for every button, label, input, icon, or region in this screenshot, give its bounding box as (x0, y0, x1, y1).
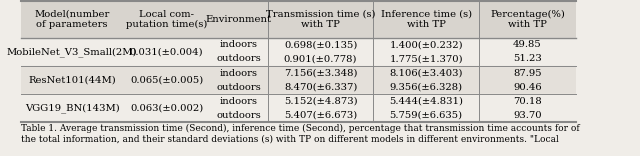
Text: 5.407(±6.673): 5.407(±6.673) (284, 111, 357, 120)
Text: Percentage(%)
with TP: Percentage(%) with TP (490, 10, 565, 29)
Bar (20, 38, 576, 66)
Text: Inference time (s)
with TP: Inference time (s) with TP (381, 10, 472, 29)
Text: 5.759(±6.635): 5.759(±6.635) (390, 111, 463, 120)
Text: Environment: Environment (205, 15, 272, 24)
Text: indoors: indoors (220, 40, 258, 49)
Text: 51.23: 51.23 (513, 54, 542, 63)
Text: outdoors: outdoors (216, 111, 261, 120)
Text: outdoors: outdoors (216, 54, 261, 63)
Text: 5.444(±4.831): 5.444(±4.831) (389, 97, 463, 106)
Text: 90.46: 90.46 (513, 83, 541, 92)
Text: 8.106(±3.403): 8.106(±3.403) (389, 68, 463, 78)
Text: Transmission time (s)
with TP: Transmission time (s) with TP (266, 10, 375, 29)
Text: 0.063(±0.002): 0.063(±0.002) (130, 104, 203, 113)
Bar (20, 66, 576, 94)
Bar (20, 94, 576, 122)
Text: 0.031(±0.004): 0.031(±0.004) (130, 47, 204, 56)
Text: 5.152(±4.873): 5.152(±4.873) (284, 97, 357, 106)
Text: 9.356(±6.328): 9.356(±6.328) (390, 83, 463, 92)
Text: Table 1. Average transmission time (Second), inference time (Second), percentage: Table 1. Average transmission time (Seco… (20, 124, 579, 144)
Text: Model(number
of parameters: Model(number of parameters (35, 10, 110, 29)
Text: MobileNet_V3_Small(2M): MobileNet_V3_Small(2M) (7, 47, 138, 57)
Text: indoors: indoors (220, 97, 258, 106)
Text: VGG19_BN(143M): VGG19_BN(143M) (25, 103, 120, 113)
Text: ResNet101(44M): ResNet101(44M) (28, 76, 116, 85)
Text: indoors: indoors (220, 68, 258, 78)
Text: 7.156(±3.348): 7.156(±3.348) (284, 68, 357, 78)
Text: 87.95: 87.95 (513, 68, 541, 78)
Text: 70.18: 70.18 (513, 97, 542, 106)
Text: Local com-
putation time(s): Local com- putation time(s) (126, 10, 207, 29)
Text: 1.400(±0.232): 1.400(±0.232) (389, 40, 463, 49)
Text: 0.901(±0.778): 0.901(±0.778) (284, 54, 357, 63)
Text: 0.698(±0.135): 0.698(±0.135) (284, 40, 357, 49)
Text: 0.065(±0.005): 0.065(±0.005) (130, 76, 203, 85)
Bar (20, 1, 576, 38)
Text: outdoors: outdoors (216, 83, 261, 92)
Text: 8.470(±6.337): 8.470(±6.337) (284, 83, 357, 92)
Text: 1.775(±1.370): 1.775(±1.370) (389, 54, 463, 63)
Text: 93.70: 93.70 (513, 111, 541, 120)
Text: 49.85: 49.85 (513, 40, 542, 49)
